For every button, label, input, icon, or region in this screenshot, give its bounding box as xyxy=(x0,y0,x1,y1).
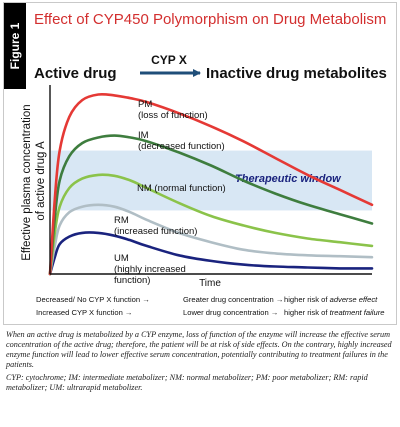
header-left-text: Active drug xyxy=(34,65,117,82)
footnote-risk: higher risk of treatment failure xyxy=(284,308,384,317)
footnote-result: Lower drug concentration → xyxy=(183,308,278,317)
series-group xyxy=(48,92,374,276)
x-axis-label: Time xyxy=(199,278,221,289)
caption-abbreviations: CYP: cytochrome; IM: intermediate metabo… xyxy=(6,373,368,392)
figure-panel: Figure 1 Effect of CYP450 Polymorphism o… xyxy=(3,2,397,325)
series-label-rm: RM (increased function) xyxy=(114,215,197,237)
series-line-im xyxy=(48,134,374,276)
footnote-condition: Increased CYP X function → xyxy=(36,308,133,317)
figure-caption: When an active drug is metabolized by a … xyxy=(6,330,394,396)
figure-tab: Figure 1 xyxy=(4,3,26,89)
chart: Active drug CYP X Inactive drug metaboli… xyxy=(21,53,387,317)
y-axis-label: Effective plasma concentration of active… xyxy=(21,101,47,261)
series-label-group: PM (loss of function) IM (decreased functio… xyxy=(114,99,226,286)
y-axis-label-line-1: Effective plasma concentration xyxy=(21,104,33,260)
figure-title: Effect of CYP450 Polymorphism on Drug Me… xyxy=(34,11,387,28)
series-label-um: UM (highly increased function) xyxy=(114,253,186,286)
series-label-nm: NM (normal function) xyxy=(137,183,226,194)
series-line-nm xyxy=(48,173,374,276)
series-label-im: IM (decreased function) xyxy=(138,130,225,152)
footnote-result: Greater drug concentration → xyxy=(183,295,283,304)
y-axis-label-line-2: of active drug A xyxy=(35,141,47,221)
header-arrow-label: CYP X xyxy=(151,53,187,67)
series-label-pm: PM (loss of function) xyxy=(138,99,208,121)
caption-paragraph: When an active drug is metabolized by a … xyxy=(6,330,392,369)
footnote-risk: higher risk of adverse effect xyxy=(284,295,378,304)
footnote-condition: Decreased/ No CYP X function → xyxy=(36,295,150,304)
therapeutic-window-label: Therapeutic window xyxy=(235,173,342,185)
series-line-rm xyxy=(48,203,374,276)
header-right-text: Inactive drug metabolites xyxy=(206,65,387,82)
chart-footnote: Decreased/ No CYP X function → Greater dr… xyxy=(36,295,384,317)
series-line-um xyxy=(48,231,374,276)
series-line-pm xyxy=(48,92,374,276)
